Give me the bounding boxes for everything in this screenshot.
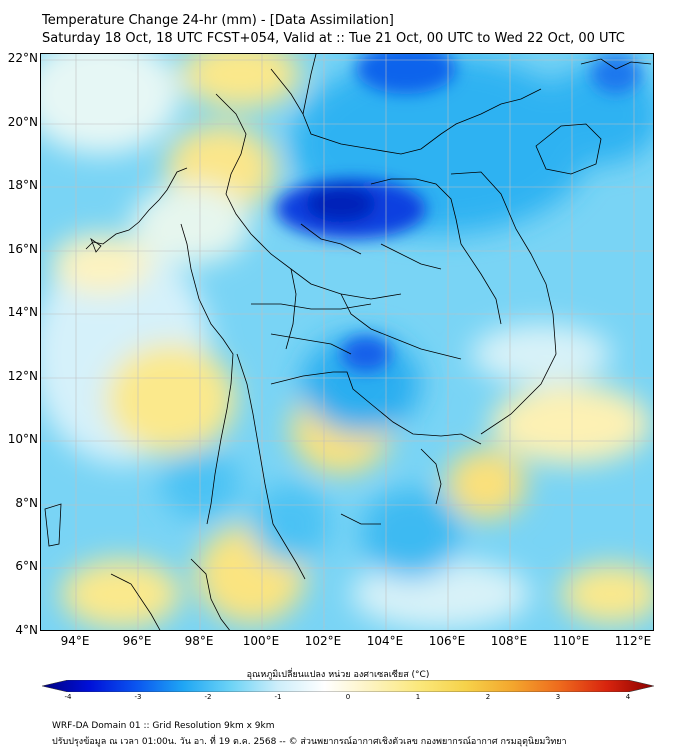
lon-label: 100°E [242, 634, 280, 648]
lon-label: 96°E [122, 634, 152, 648]
colorbar-tick: 1 [415, 693, 421, 701]
lon-label: 112°E [614, 634, 652, 648]
lat-label: 16°N [7, 242, 38, 256]
lat-label: 22°N [7, 51, 38, 65]
lon-label: 102°E [304, 634, 342, 648]
chart-subtitle: Saturday 18 Oct, 18 UTC FCST+054, Valid … [42, 31, 625, 46]
lat-label: 8°N [15, 496, 38, 510]
lon-label: 98°E [184, 634, 214, 648]
colorbar-label: อุณหภูมิเปลี่ยนแปลง หน่วย องศาเซลเซียส (… [246, 670, 430, 680]
colorbar-tick: -1 [274, 693, 282, 701]
colorbar-tick: 3 [555, 693, 561, 701]
temperature-change-map [40, 53, 654, 631]
lat-label: 12°N [7, 369, 38, 383]
graticule [41, 54, 653, 630]
footer-update-info: ปรับปรุงข้อมูล ณ เวลา 01:00น. วัน อา. ที… [52, 737, 567, 747]
colorbar-tick: 4 [625, 693, 631, 701]
colorbar-bar [42, 680, 654, 692]
lat-label: 6°N [15, 559, 38, 573]
footer-domain-info: WRF-DA Domain 01 :: Grid Resolution 9km … [52, 721, 275, 731]
lat-label: 4°N [15, 623, 38, 637]
map-canvas [41, 54, 653, 630]
colorbar-tick: -4 [64, 693, 72, 701]
colorbar-tick: 2 [485, 693, 491, 701]
temperature-field-core [276, 54, 641, 372]
lat-label: 20°N [7, 115, 38, 129]
lon-label: 104°E [366, 634, 404, 648]
coastlines-and-borders [44, 54, 652, 630]
lon-label: 108°E [490, 634, 528, 648]
colorbar [42, 680, 654, 692]
lon-label: 110°E [552, 634, 590, 648]
lon-label: 106°E [428, 634, 466, 648]
lat-label: 18°N [7, 178, 38, 192]
lat-label: 14°N [7, 305, 38, 319]
lon-label: 94°E [60, 634, 90, 648]
colorbar-tick: 0 [345, 693, 351, 701]
colorbar-tick: -2 [204, 693, 212, 701]
colorbar-tick: -3 [134, 693, 142, 701]
chart-title: Temperature Change 24-hr (mm) - [Data As… [42, 13, 394, 28]
lat-label: 10°N [7, 432, 38, 446]
